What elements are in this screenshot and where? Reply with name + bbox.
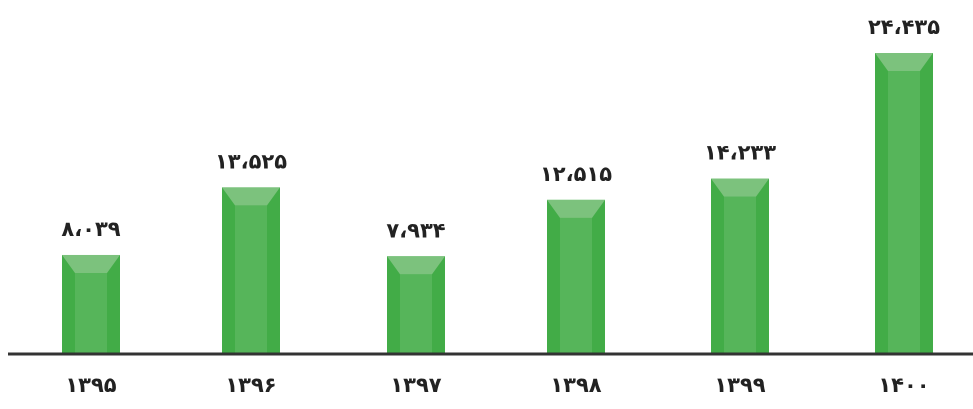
bars-group (62, 53, 933, 354)
bar-1 (62, 254, 120, 354)
value-label-2: ۱۳،۵۲۵ (215, 149, 287, 173)
value-labels-group: ۸،۰۳۹ ۱۳،۵۲۵ ۷،۹۳۴ ۱۲،۵۱۵ ۱۴،۲۳۳ ۲۴،۴۳۵ (61, 15, 940, 242)
bar-3 (387, 256, 445, 354)
bar-2 (222, 187, 280, 354)
value-label-3: ۷،۹۳۴ (386, 218, 445, 242)
bar-face (75, 272, 107, 354)
bar-face (560, 217, 592, 354)
value-label-5: ۱۴،۲۳۳ (704, 141, 776, 165)
bar-top-bevel (387, 256, 445, 275)
x-tick-label-6: ۱۴۰۰ (878, 373, 929, 397)
bar-top-bevel (711, 178, 769, 197)
bar-face (888, 71, 920, 354)
x-tick-label-3: ۱۳۹۷ (390, 373, 441, 397)
value-label-6: ۲۴،۴۳۵ (868, 15, 940, 39)
value-label-1: ۸،۰۳۹ (61, 217, 120, 241)
value-label-4: ۱۲،۵۱۵ (540, 162, 612, 186)
x-tick-labels-group: ۱۳۹۵ ۱۳۹۶ ۱۳۹۷ ۱۳۹۸ ۱۳۹۹ ۱۴۰۰ (65, 373, 929, 397)
bar-4 (547, 199, 605, 354)
bar-face (400, 274, 432, 354)
bar-5 (711, 178, 769, 354)
x-tick-label-5: ۱۳۹۹ (714, 373, 765, 397)
bar-top-bevel (222, 187, 280, 206)
bar-face (235, 205, 267, 354)
x-tick-label-1: ۱۳۹۵ (65, 373, 116, 397)
x-tick-label-2: ۱۳۹۶ (225, 373, 276, 397)
bar-top-bevel (62, 254, 120, 273)
bar-top-bevel (547, 199, 605, 218)
bar-6 (875, 53, 933, 354)
bar-top-bevel (875, 53, 933, 71)
x-tick-label-4: ۱۳۹۸ (550, 373, 601, 397)
bar-face (724, 196, 756, 354)
